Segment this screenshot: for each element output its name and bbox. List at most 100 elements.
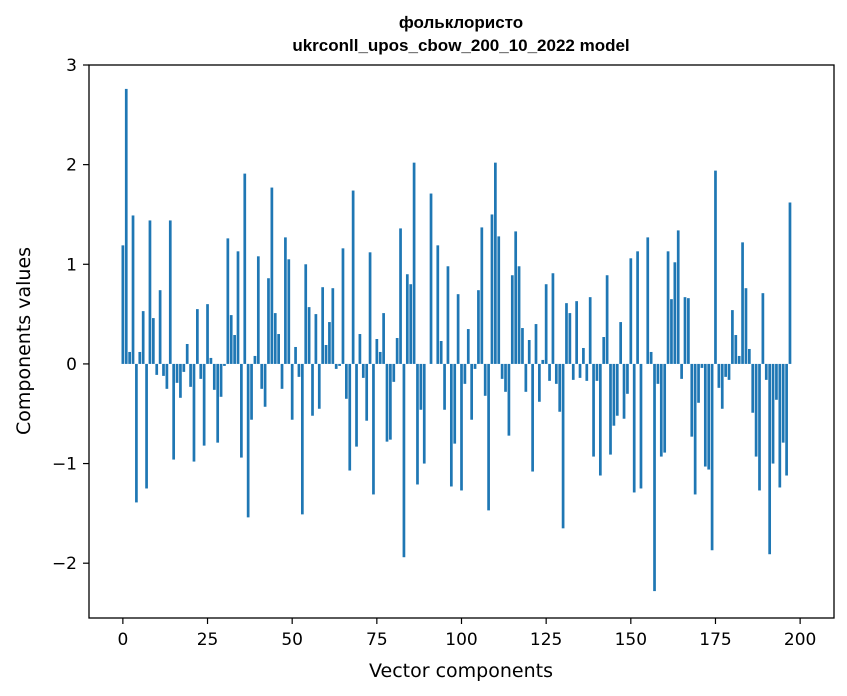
bar-component-11 xyxy=(158,290,162,364)
bar-component-142 xyxy=(602,337,606,364)
bar-component-54 xyxy=(304,264,308,364)
bar-component-67 xyxy=(348,363,352,471)
bar-component-179 xyxy=(727,363,731,380)
bar-component-59 xyxy=(321,287,325,364)
bar-component-95 xyxy=(443,363,446,410)
bar-component-19 xyxy=(185,343,189,364)
bar-component-129 xyxy=(558,363,562,412)
bar-component-192 xyxy=(771,363,775,464)
y-tick-label: 3 xyxy=(66,56,77,76)
bar-component-186 xyxy=(751,363,755,413)
bar-component-110 xyxy=(494,162,497,364)
bar-component-46 xyxy=(277,334,280,364)
bar-component-178 xyxy=(724,363,727,377)
y-tick-label: −1 xyxy=(52,455,77,475)
x-tick-label: 100 xyxy=(445,630,477,650)
bar-component-14 xyxy=(168,220,172,364)
bar-component-56 xyxy=(311,363,314,416)
bar-component-189 xyxy=(761,293,765,364)
bar-component-113 xyxy=(504,363,507,392)
bar-component-196 xyxy=(785,363,788,476)
bar-component-101 xyxy=(463,363,467,384)
bar-component-21 xyxy=(192,363,196,462)
bar-component-77 xyxy=(382,313,385,364)
bar-component-144 xyxy=(609,363,612,455)
bar-component-124 xyxy=(541,359,545,364)
y-tick-label: 0 xyxy=(66,355,77,375)
bar-component-187 xyxy=(754,363,758,457)
bar-component-81 xyxy=(395,338,399,364)
bar-component-47 xyxy=(280,363,284,389)
bar-component-118 xyxy=(521,328,524,364)
y-axis-ticks: −2 −1 0 1 2 3 xyxy=(52,56,89,574)
bar-component-8 xyxy=(148,220,152,364)
bar-component-146 xyxy=(615,363,619,416)
bar-component-185 xyxy=(747,348,751,364)
bar-component-120 xyxy=(527,340,531,364)
bar-component-141 xyxy=(598,363,602,476)
chart-title-line1: фольклористо xyxy=(399,13,523,32)
bar-component-102 xyxy=(466,329,470,364)
bar-component-83 xyxy=(402,363,406,558)
bar-component-111 xyxy=(497,236,501,364)
bar-component-49 xyxy=(287,259,291,364)
bar-component-143 xyxy=(605,275,609,364)
x-tick-label: 125 xyxy=(530,630,562,650)
y-tick-label: 2 xyxy=(66,156,77,176)
bar-component-10 xyxy=(155,363,159,375)
bar-component-7 xyxy=(145,363,148,489)
bar-component-137 xyxy=(585,363,589,381)
bar-component-70 xyxy=(358,334,362,364)
bar-component-66 xyxy=(345,363,348,399)
bar-component-13 xyxy=(165,363,169,389)
bar-component-94 xyxy=(439,341,443,364)
bar-component-117 xyxy=(517,266,521,364)
bar-component-161 xyxy=(666,251,670,364)
y-tick-label: −2 xyxy=(52,554,77,574)
bar-component-156 xyxy=(649,351,653,364)
bar-component-106 xyxy=(480,227,484,364)
bar-component-168 xyxy=(690,363,694,437)
bar-component-170 xyxy=(697,363,700,403)
bar-component-188 xyxy=(758,363,761,491)
bar-component-16 xyxy=(175,363,179,383)
bar-component-125 xyxy=(544,284,548,364)
bar-component-131 xyxy=(565,303,568,364)
bar-component-58 xyxy=(317,363,321,409)
bar-component-119 xyxy=(524,363,528,392)
bar-component-164 xyxy=(676,230,680,364)
bar-component-177 xyxy=(720,363,724,409)
bar-component-138 xyxy=(588,297,592,364)
x-tick-label: 50 xyxy=(281,630,303,650)
bar-component-93 xyxy=(436,245,440,364)
bar-component-57 xyxy=(314,314,318,364)
bar-component-89 xyxy=(422,363,426,464)
bar-component-74 xyxy=(372,363,375,495)
bar-component-28 xyxy=(216,363,220,443)
bar-component-122 xyxy=(534,324,538,364)
bar-component-175 xyxy=(714,170,717,364)
bar-component-36 xyxy=(243,173,247,364)
bar-component-132 xyxy=(568,313,572,364)
bar-component-98 xyxy=(453,363,457,444)
bar-component-31 xyxy=(226,238,230,364)
bar-component-97 xyxy=(449,363,453,487)
bar-component-68 xyxy=(351,190,355,364)
bar-component-26 xyxy=(209,357,213,364)
bar-component-126 xyxy=(548,363,551,381)
bar-component-75 xyxy=(375,339,379,364)
bar-component-60 xyxy=(324,344,328,364)
bar-component-152 xyxy=(636,251,639,364)
bar-component-191 xyxy=(768,363,772,555)
bar-component-195 xyxy=(781,363,785,443)
bar-component-44 xyxy=(270,187,274,364)
bar-component-181 xyxy=(734,335,738,364)
bar-component-180 xyxy=(731,310,734,364)
bar-component-115 xyxy=(510,275,514,364)
x-axis-label: Vector components xyxy=(369,660,553,682)
bar-component-35 xyxy=(240,363,243,458)
bar-component-133 xyxy=(571,363,575,380)
bar-component-103 xyxy=(470,363,474,420)
bar-component-109 xyxy=(490,214,494,364)
bar-component-22 xyxy=(196,309,199,364)
